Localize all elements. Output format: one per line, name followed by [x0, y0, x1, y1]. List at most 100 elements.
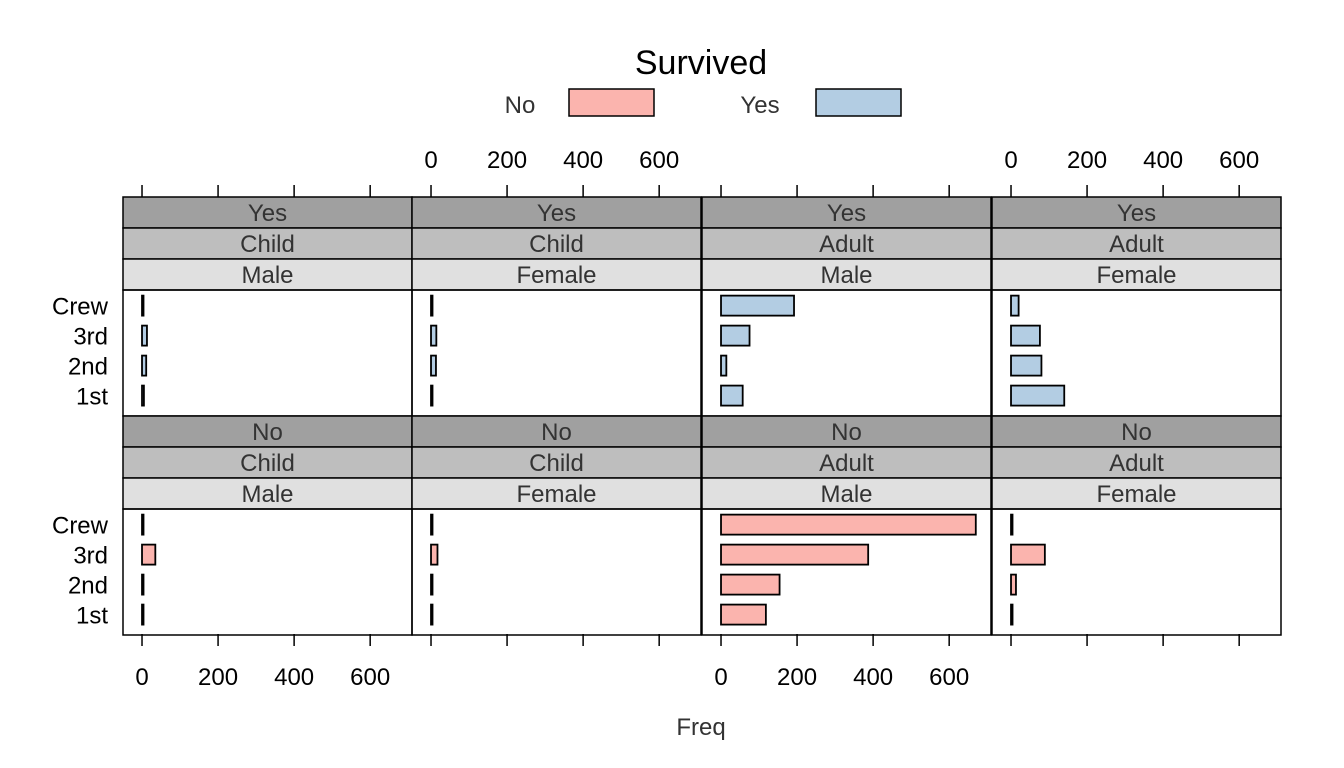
- top-tick-label: 0: [424, 147, 437, 174]
- strip-label: Adult: [819, 231, 874, 258]
- panel-frame: [991, 508, 1282, 636]
- bar-2nd: [430, 354, 437, 377]
- strip-label: Yes: [1117, 200, 1156, 227]
- strip-label: No: [1121, 419, 1152, 446]
- category-label-crew: Crew: [52, 294, 109, 321]
- strip-survived: [122, 196, 413, 229]
- bar-2nd: [141, 354, 148, 377]
- bar-3rd: [720, 324, 751, 347]
- bottom-tick-label: 600: [350, 664, 390, 691]
- panel-frame: [122, 508, 413, 636]
- strip-sex: [991, 477, 1282, 510]
- bar-2nd: [720, 573, 781, 596]
- bar-1st: [141, 384, 145, 407]
- strip-label: Child: [529, 231, 584, 258]
- category-label-3rd: 3rd: [73, 543, 108, 570]
- category-label-1st: 1st: [76, 603, 108, 630]
- bar-1st: [141, 603, 145, 626]
- top-tick-label: 600: [1219, 147, 1259, 174]
- bottom-tick-label: 400: [853, 664, 893, 691]
- strip-label: Adult: [819, 450, 874, 477]
- bar-1st: [720, 384, 744, 407]
- bottom-tick-label: 600: [929, 664, 969, 691]
- strip-label: Adult: [1109, 450, 1164, 477]
- strip-label: Female: [1096, 262, 1176, 289]
- panel-yes-adult-male: Yes Adult Male: [701, 196, 992, 417]
- strip-label: Male: [241, 481, 293, 508]
- category-label-2nd: 2nd: [68, 573, 108, 600]
- strip-survived: [701, 415, 992, 448]
- panel-no-child-male: No Child Male: [122, 415, 413, 636]
- strip-sex: [122, 477, 413, 510]
- strip-label: Female: [516, 481, 596, 508]
- x-axis-label: Freq: [676, 714, 725, 741]
- bar-2nd: [430, 573, 434, 596]
- bar-1st: [430, 384, 434, 407]
- strip-age: [122, 446, 413, 479]
- panel-yes-child-female: Yes Child Female: [411, 196, 702, 417]
- panel-no-child-female: No Child Female: [411, 415, 702, 636]
- bar-crew: [430, 294, 434, 317]
- top-tick-label: 400: [1143, 147, 1183, 174]
- bar-1st: [430, 603, 434, 626]
- legend-swatch-yes: [815, 88, 902, 117]
- bottom-tick-label: 0: [714, 664, 727, 691]
- legend-title: Survived: [635, 44, 767, 82]
- bottom-tick-label: 400: [274, 664, 314, 691]
- top-tick-label: 0: [1004, 147, 1017, 174]
- bar-crew: [430, 513, 434, 536]
- strip-label: Male: [820, 481, 872, 508]
- panel-yes-adult-female: Yes Adult Female: [991, 196, 1282, 417]
- legend-swatch-no: [568, 88, 655, 117]
- bar-crew: [720, 513, 977, 536]
- strip-label: No: [252, 419, 283, 446]
- top-tick-label: 600: [639, 147, 679, 174]
- bar-1st: [720, 603, 767, 626]
- strip-sex: [991, 258, 1282, 291]
- strip-sex: [411, 258, 702, 291]
- top-tick-label: 200: [487, 147, 527, 174]
- bar-2nd: [141, 573, 145, 596]
- strip-label: Male: [820, 262, 872, 289]
- panel-frame: [122, 289, 413, 417]
- strip-label: Adult: [1109, 231, 1164, 258]
- bottom-tick-label: 200: [777, 664, 817, 691]
- strip-survived: [411, 415, 702, 448]
- bar-3rd: [141, 543, 157, 566]
- category-label-crew: Crew: [52, 513, 109, 540]
- strip-label: No: [541, 419, 572, 446]
- bar-3rd: [1010, 543, 1046, 566]
- bar-2nd: [1010, 573, 1017, 596]
- panel-yes-child-male: Yes Child Male: [122, 196, 413, 417]
- strip-label: Child: [240, 450, 295, 477]
- bar-2nd: [1010, 354, 1043, 377]
- strip-label: Child: [529, 450, 584, 477]
- strip-age: [991, 227, 1282, 260]
- bottom-tick-label: 0: [135, 664, 148, 691]
- strip-age: [122, 227, 413, 260]
- bar-3rd: [141, 324, 148, 347]
- strip-age: [701, 227, 992, 260]
- strip-label: Yes: [827, 200, 866, 227]
- strip-age: [701, 446, 992, 479]
- bar-1st: [1010, 603, 1014, 626]
- strip-label: No: [831, 419, 862, 446]
- top-tick-label: 400: [563, 147, 603, 174]
- bar-1st: [1010, 384, 1066, 407]
- legend-label-no: No: [505, 92, 536, 119]
- bar-crew: [1010, 294, 1020, 317]
- strip-label: Child: [240, 231, 295, 258]
- strip-sex: [411, 477, 702, 510]
- panel-frame: [701, 508, 992, 636]
- bar-3rd: [1010, 324, 1041, 347]
- legend-label-yes: Yes: [740, 92, 779, 119]
- strip-age: [991, 446, 1282, 479]
- panel-frame: [411, 508, 702, 636]
- panel-no-adult-male: No Adult Male: [701, 415, 992, 636]
- panel-frame: [411, 289, 702, 417]
- bar-3rd: [720, 543, 870, 566]
- strip-survived: [991, 415, 1282, 448]
- bottom-tick-label: 200: [198, 664, 238, 691]
- bar-crew: [720, 294, 795, 317]
- bar-crew: [141, 294, 145, 317]
